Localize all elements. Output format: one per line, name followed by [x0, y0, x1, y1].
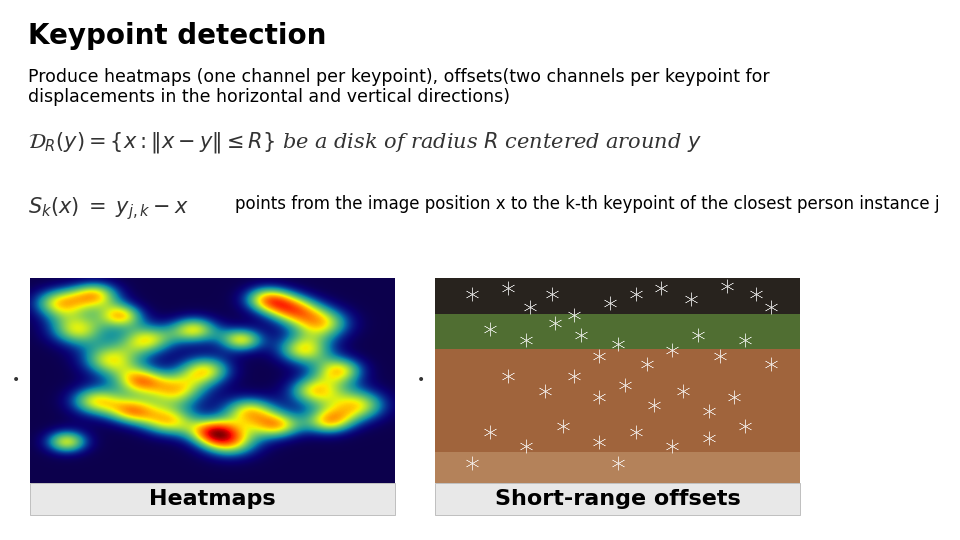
Text: points from the image position x to the k-th keypoint of the closest person inst: points from the image position x to the … — [235, 195, 940, 213]
Text: •: • — [417, 373, 425, 387]
FancyBboxPatch shape — [30, 483, 395, 515]
Text: Heatmaps: Heatmaps — [149, 489, 276, 509]
Text: Produce heatmaps (one channel per keypoint), offsets(two channels per keypoint f: Produce heatmaps (one channel per keypoi… — [28, 68, 770, 86]
Text: Keypoint detection: Keypoint detection — [28, 22, 326, 50]
Text: $\mathcal{D}_R(y) = \{x : \|x - y\| \leq R\}$ be a disk of radius $R$ centered a: $\mathcal{D}_R(y) = \{x : \|x - y\| \leq… — [28, 130, 702, 155]
Text: $S_k(x)\; =\; y_{j,k} - x$: $S_k(x)\; =\; y_{j,k} - x$ — [28, 195, 189, 222]
Text: •: • — [12, 373, 20, 387]
FancyBboxPatch shape — [435, 483, 800, 515]
Text: Short-range offsets: Short-range offsets — [494, 489, 740, 509]
Text: displacements in the horizontal and vertical directions): displacements in the horizontal and vert… — [28, 88, 510, 106]
